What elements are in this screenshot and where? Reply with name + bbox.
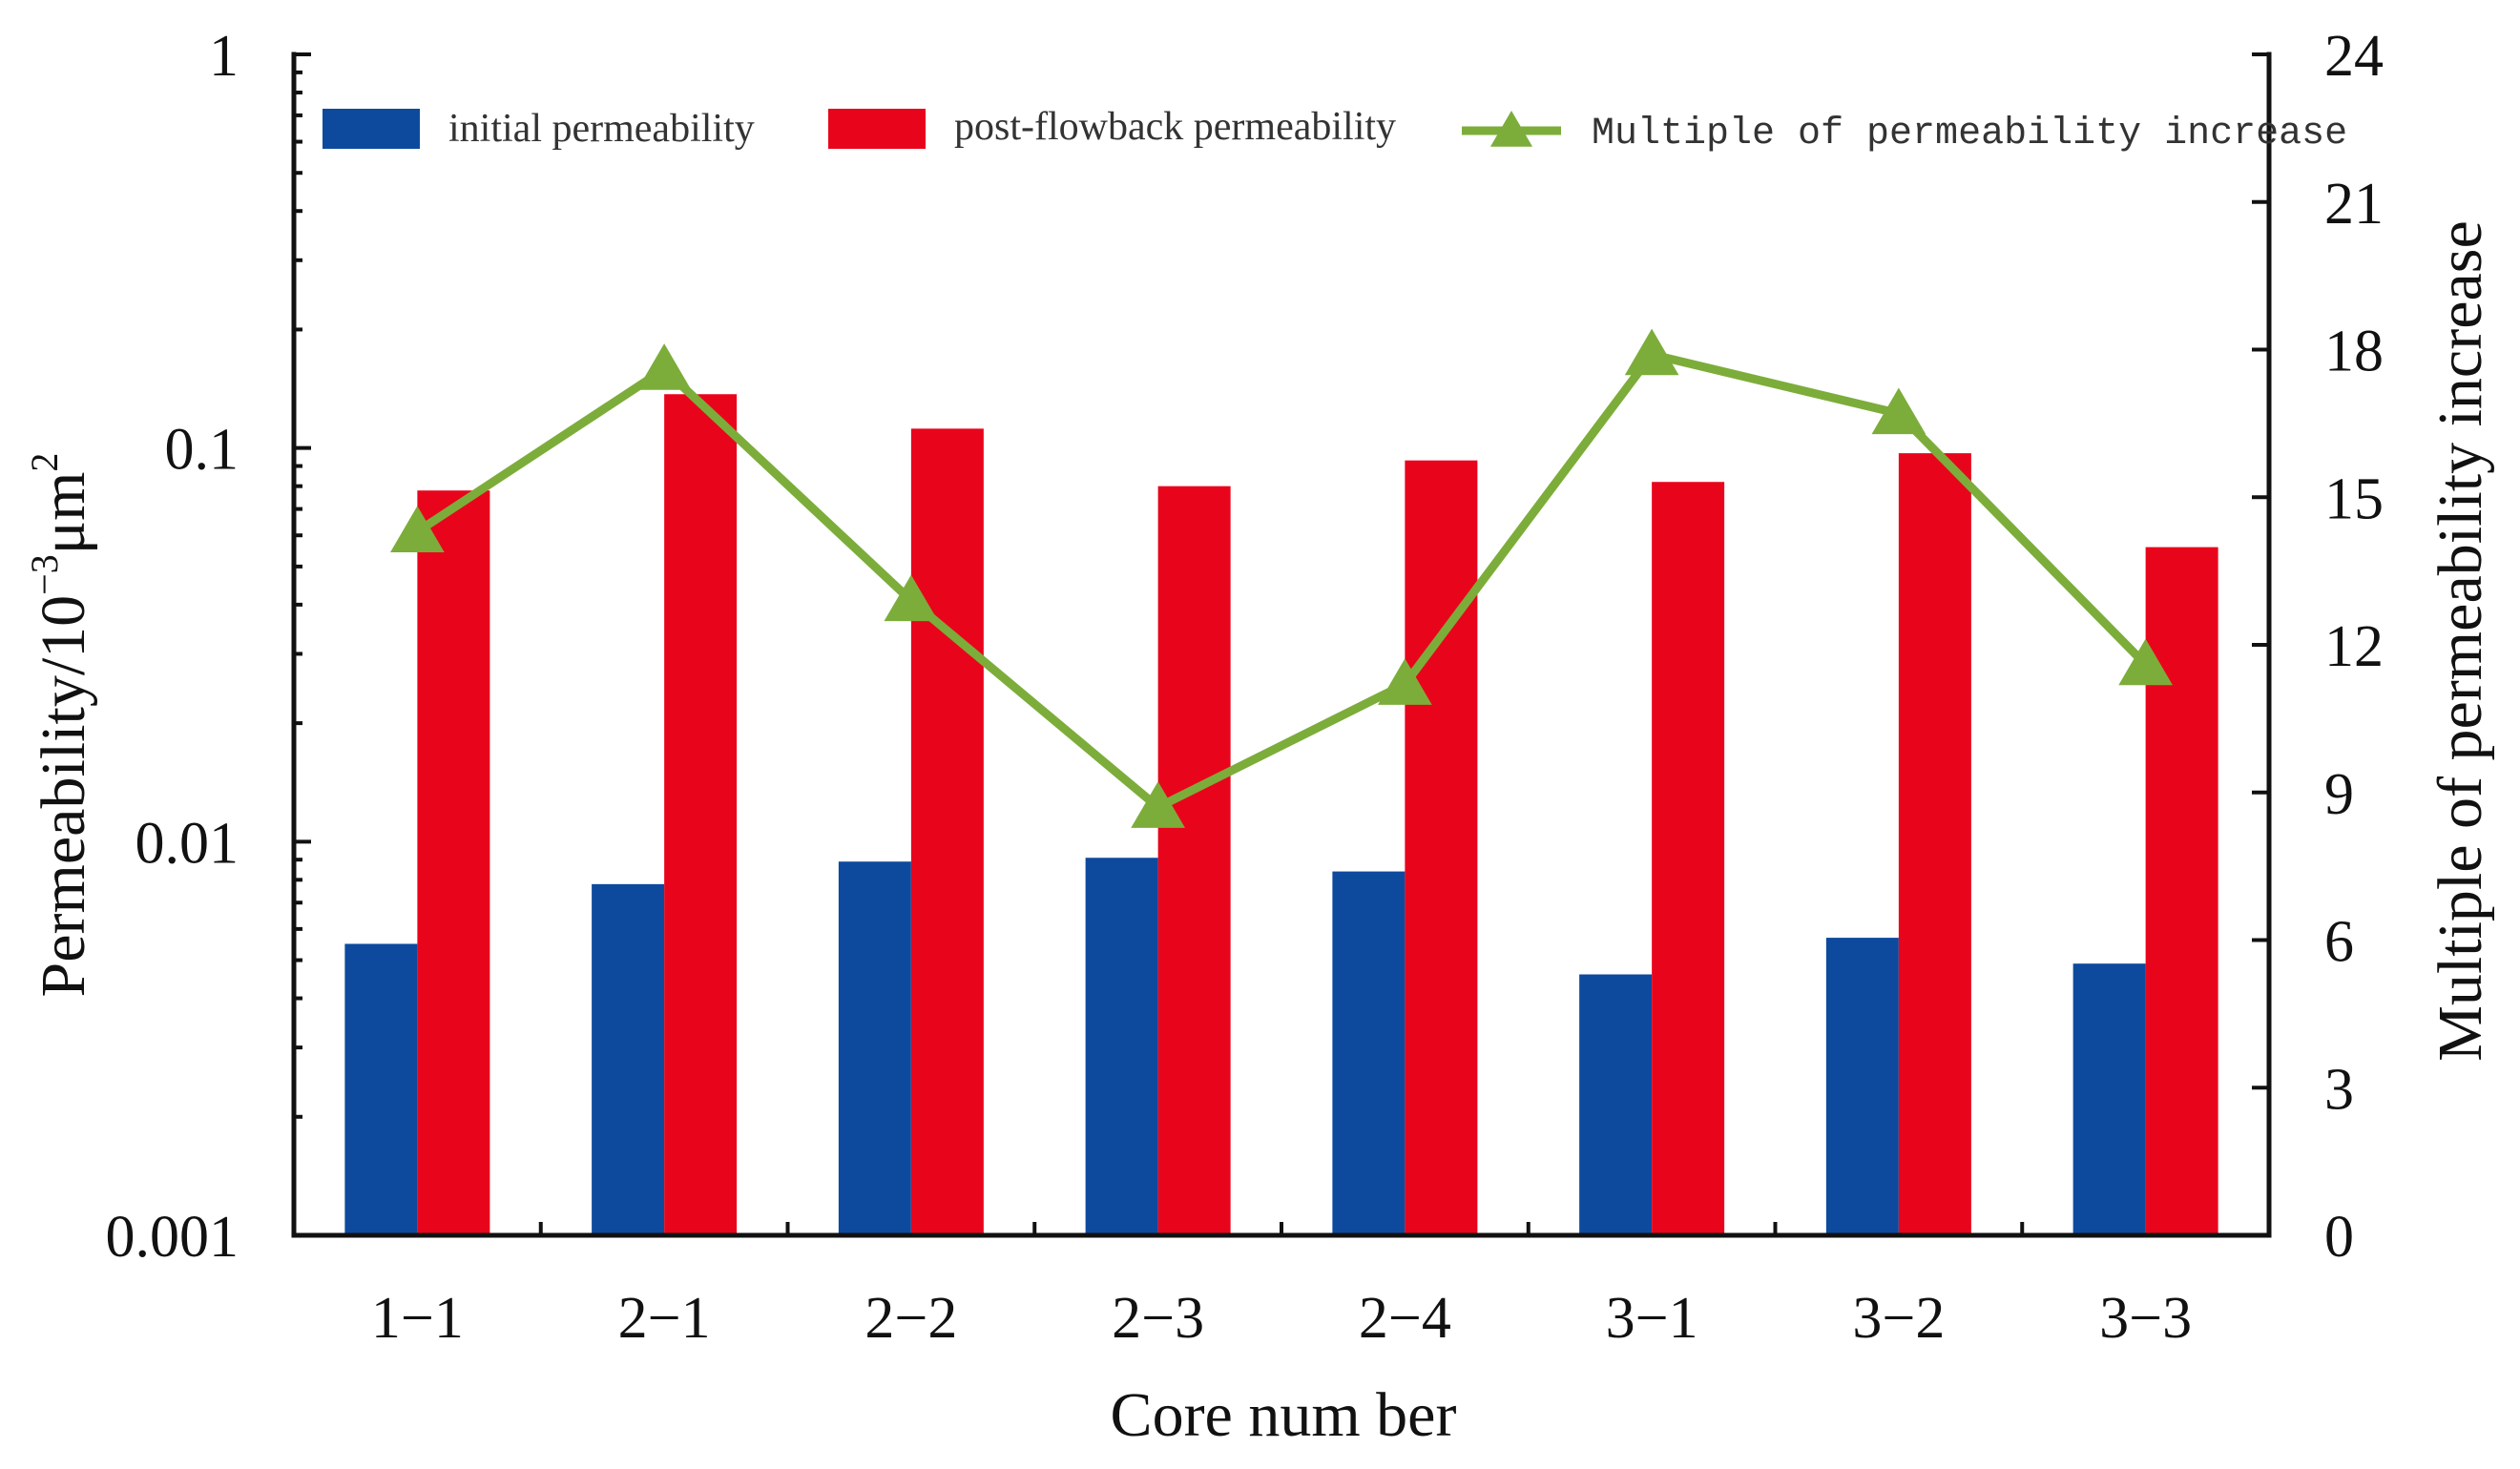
y-axis-left-title-unit-exp: 2 (23, 453, 66, 472)
y-left-tick-label: 0.01 (135, 811, 240, 876)
y-right-tick-label: 15 (2324, 466, 2384, 531)
x-tick-label: 2−4 (1359, 1286, 1451, 1351)
y-right-tick-label: 0 (2324, 1205, 2354, 1270)
y-left-tick-label: 0.1 (165, 418, 240, 483)
bar-initial-permeability-2 (592, 883, 665, 1235)
bar-post-flowback-permeability-6 (1652, 482, 1725, 1236)
bar-initial-permeability-1 (344, 943, 418, 1235)
line-multiple-of-permeability-increase (414, 350, 2149, 812)
bar-post-flowback-permeability-8 (2145, 547, 2218, 1235)
bar-post-flowback-permeability-7 (1898, 453, 1971, 1236)
bar-post-flowback-permeability-5 (1405, 460, 1478, 1235)
y-right-tick-label: 9 (2324, 762, 2354, 827)
point-multiple-of-permeability-increase-4 (1131, 781, 1185, 828)
legend-marker-multiple (1489, 111, 1533, 147)
legend-label-initial: initial permeability (448, 107, 755, 151)
x-tick-label: 3−3 (2099, 1286, 2192, 1351)
x-tick-label: 2−1 (618, 1286, 711, 1351)
bar-post-flowback-permeability-4 (1157, 486, 1231, 1235)
legend-label-multiple: Multiple of permeability increase (1592, 113, 2347, 155)
ticks: 0.001 0.01 0.1 1 0 3 6 9 12 15 18 21 24 1−1 2−1 2−2 2−3 2… (106, 24, 2385, 1351)
legend-swatch-initial (323, 109, 420, 149)
bars (344, 394, 2218, 1236)
legend: initial permeability post-flowback perme… (323, 105, 2347, 155)
x-tick-label: 3−2 (1852, 1286, 1945, 1351)
point-multiple-of-permeability-increase-8 (2118, 638, 2173, 686)
point-multiple-of-permeability-increase-6 (1624, 328, 1679, 376)
bar-initial-permeability-6 (1579, 974, 1653, 1235)
x-tick-label: 1−1 (371, 1286, 464, 1351)
y-right-tick-label: 12 (2324, 614, 2384, 679)
y-axis-left-title-exp: −3 (23, 554, 66, 595)
x-axis-title: Core num ber (1111, 1380, 1457, 1450)
y-right-tick-label: 24 (2324, 24, 2384, 89)
bar-initial-permeability-7 (1825, 938, 1899, 1235)
bar-initial-permeability-8 (2072, 963, 2146, 1235)
bar-post-flowback-permeability-1 (417, 490, 490, 1235)
bar-initial-permeability-5 (1332, 871, 1406, 1235)
bar-initial-permeability-4 (1085, 858, 1158, 1235)
y-right-tick-label: 18 (2324, 320, 2384, 384)
point-multiple-of-permeability-increase-1 (390, 506, 445, 552)
x-tick-label: 3−1 (1606, 1286, 1698, 1351)
x-tick-label: 2−2 (864, 1286, 957, 1351)
y-left-tick-label: 0.001 (106, 1205, 240, 1270)
point-multiple-of-permeability-increase-3 (884, 574, 939, 622)
y-axis-left-title-main: Permeability/10 (29, 595, 98, 998)
legend-swatch-post (828, 109, 926, 149)
y-right-tick-label: 3 (2324, 1057, 2354, 1122)
axes (291, 52, 2272, 1238)
point-multiple-of-permeability-increase-2 (636, 343, 692, 390)
legend-label-post: post-flowback permeability (954, 105, 1396, 149)
y-right-tick-label: 21 (2324, 172, 2384, 237)
bar-post-flowback-permeability-3 (910, 428, 984, 1235)
point-multiple-of-permeability-increase-7 (1871, 387, 1926, 435)
line-series (390, 328, 2173, 828)
y-left-tick-label: 1 (209, 24, 239, 89)
point-multiple-of-permeability-increase-5 (1378, 658, 1432, 705)
y-axis-left-title: Permeability/10−3μm2 (23, 453, 98, 998)
bar-initial-permeability-3 (838, 861, 911, 1235)
y-right-tick-label: 6 (2324, 910, 2354, 975)
bar-post-flowback-permeability-2 (664, 394, 738, 1235)
y-axis-right-title: Multiple of permeability increase (2426, 220, 2495, 1062)
x-tick-label: 2−3 (1112, 1286, 1204, 1351)
y-axis-left-title-unit: μm (29, 472, 98, 555)
